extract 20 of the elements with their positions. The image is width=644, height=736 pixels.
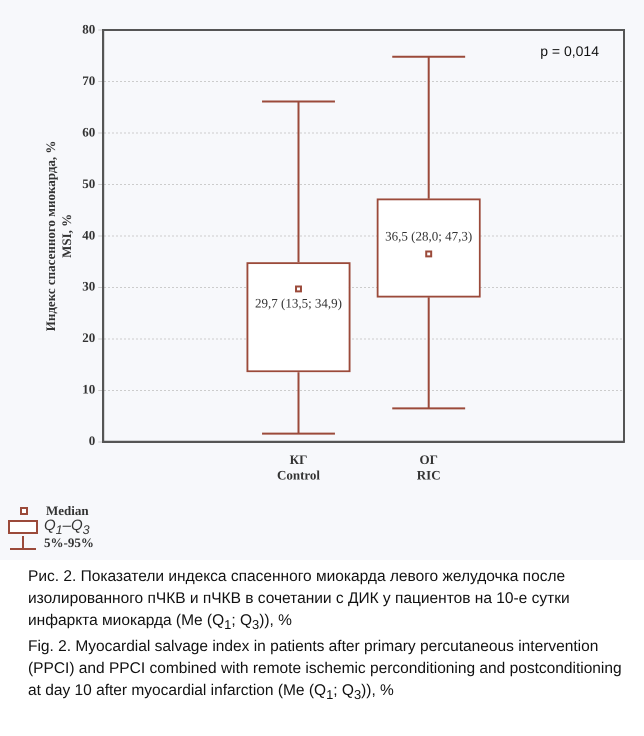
annotation: p = 0,014 — [540, 42, 600, 59]
y-tick-label: 20 — [82, 330, 96, 346]
y-tick-label: 80 — [82, 21, 96, 36]
y-tick-label: 30 — [82, 278, 96, 294]
text: Q$_{1}$–Q$_{3}$ — [44, 517, 90, 537]
text: 29,7 (13,5; 34,9) — [254, 295, 342, 310]
y-tick-label: 70 — [82, 72, 96, 88]
text: 5%-95% — [44, 535, 94, 551]
x-tick-label: ОГ RIC — [416, 452, 441, 483]
y-tick-label: 60 — [82, 124, 96, 140]
y-tick-label: 40 — [82, 227, 96, 242]
y-axis-title: Индекс спасенного миокарда, % MSI, % — [43, 140, 74, 332]
y-tick-label: 0 — [88, 433, 96, 448]
x-tick-label: КГ Control — [276, 452, 320, 483]
text: Рис. 2. Показатели индекса спасенного миокарда левого желудочка после изолированного пЧКВ и пЧКВ в сочетании с ДИК у пациентов на 10-е сутки инфаркта миокарда (Me (Q$_{1}$; Q$_{3}$)), % — [28, 567, 571, 634]
text: Median — [46, 503, 89, 519]
y-tick-label: 10 — [82, 382, 96, 397]
caption: Fig. 2. Myocardial salvage index in patients after primary percutaneous intervention (PPCI) and PPCI combined with remote ischemic perconditioning and postconditioning at day 10 after myocardial infarction (Me (Q$_{1}$; Q$_{3}$)), % — [28, 637, 623, 704]
text: 36,5 (28,0; 47,3) — [385, 228, 472, 244]
y-tick-label: 50 — [82, 176, 96, 191]
